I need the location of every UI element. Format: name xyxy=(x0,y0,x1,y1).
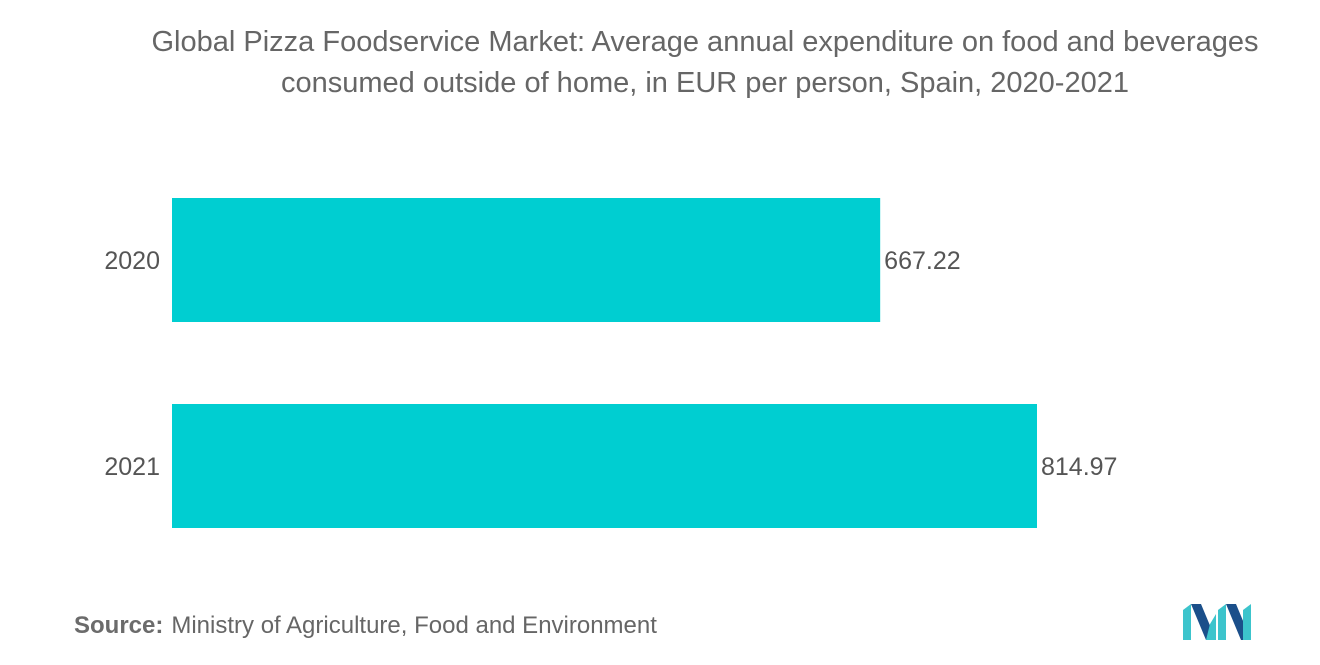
value-label-2021: 814.97 xyxy=(1041,453,1117,481)
source-label: Source: xyxy=(74,612,164,639)
source-note: Source: Ministry of Agriculture, Food and… xyxy=(74,612,657,640)
mordor-intelligence-logo-icon xyxy=(1183,604,1251,640)
value-label-2020: 667.22 xyxy=(884,247,960,275)
chart-title: Global Pizza Foodservice Market: Average… xyxy=(151,26,1259,99)
category-label-2020: 2020 xyxy=(104,247,160,275)
bar-2021 xyxy=(172,404,1037,528)
bar-2020 xyxy=(172,198,881,322)
category-label-2021: 2021 xyxy=(104,453,160,481)
source-text: Ministry of Agriculture, Food and Enviro… xyxy=(171,612,657,639)
